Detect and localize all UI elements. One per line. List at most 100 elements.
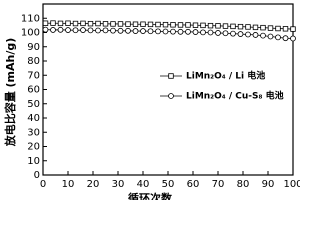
y-axis-title: 放电比容量 (mAh/g) [3,38,17,148]
x-tick-label: 90 [262,179,275,190]
marker [87,20,94,27]
marker [140,28,146,34]
marker [125,27,131,34]
marker [72,20,79,27]
marker [230,23,236,30]
marker [177,22,184,28]
marker [275,34,281,41]
marker [162,28,169,35]
x-tick-label: 80 [237,179,250,190]
marker [57,26,64,33]
marker [260,32,266,39]
marker [282,35,289,42]
y-tick-label: 80 [27,56,40,67]
marker [170,22,176,28]
marker [237,23,244,30]
y-tick-label: 40 [27,113,40,124]
marker [65,27,71,33]
marker [57,20,64,27]
marker [222,23,229,29]
marker [72,27,79,34]
marker [162,21,169,28]
marker [132,28,139,34]
marker [117,21,124,27]
y-tick-label: 0 [34,170,40,181]
marker [117,27,124,34]
marker [140,21,146,27]
marker [177,28,184,35]
marker [50,27,56,33]
y-tick-label: 60 [27,85,40,96]
marker [95,27,101,34]
marker [282,26,289,32]
y-tick-label: 20 [27,142,40,153]
marker [200,29,206,36]
marker [132,21,139,27]
series-line [45,22,294,30]
legend-marker [168,73,174,79]
marker [252,32,259,38]
marker [245,24,251,30]
marker [155,21,161,28]
marker [207,29,214,36]
marker [275,25,281,32]
marker [80,27,86,33]
marker [42,20,49,26]
x-tick-label: 20 [87,179,100,190]
marker [200,22,206,29]
marker [147,21,154,28]
series-line [45,29,294,39]
x-tick-label: 50 [162,179,175,190]
marker [102,21,109,27]
marker [185,28,191,35]
marker [170,28,176,35]
y-tick-label: 70 [27,70,40,81]
x-tick-label: 70 [212,179,225,190]
y-tick-label: 50 [27,99,40,110]
marker [80,20,86,27]
marker [290,26,296,32]
marker [95,20,101,27]
marker [245,31,251,38]
marker [155,28,161,35]
x-tick-label: 30 [112,179,125,190]
marker [125,21,131,27]
x-tick-label: 100 [283,179,300,190]
marker [192,29,199,35]
y-tick-label: 110 [21,13,40,24]
y-tick-label: 90 [27,42,40,53]
y-tick-label: 100 [21,28,40,39]
marker [215,30,221,36]
legend-marker [168,93,174,99]
marker [290,35,296,42]
marker [42,26,49,33]
marker [110,21,116,27]
marker [230,30,236,37]
marker [102,27,109,34]
y-tick-label: 10 [27,156,40,167]
marker [207,22,214,29]
marker [215,23,221,29]
y-tick-label: 30 [27,127,40,138]
marker [222,30,229,37]
marker [267,25,274,31]
marker [50,20,56,26]
legend-label: LiMn₂O₄ / Li 电池 [186,70,265,82]
x-tick-label: 40 [137,179,150,190]
marker [260,24,266,31]
marker [252,24,259,31]
marker [110,27,116,34]
marker [267,33,274,40]
marker [192,22,199,28]
marker [237,31,244,37]
chart: 循环次数 放电比容量 (mAh/g) 0 10 20 30 40 50 60 70 80 90 10… [3,3,300,200]
x-tick-label: 60 [187,179,200,190]
marker [87,27,94,34]
legend-label: LiMn₂O₄ / Cu-S₈ 电池 [186,90,284,102]
x-tick-label: 0 [40,179,46,190]
marker [185,22,191,28]
x-axis-title: 循环次数 [128,191,173,200]
marker [65,20,71,26]
marker [147,28,154,35]
x-tick-label: 10 [62,179,75,190]
